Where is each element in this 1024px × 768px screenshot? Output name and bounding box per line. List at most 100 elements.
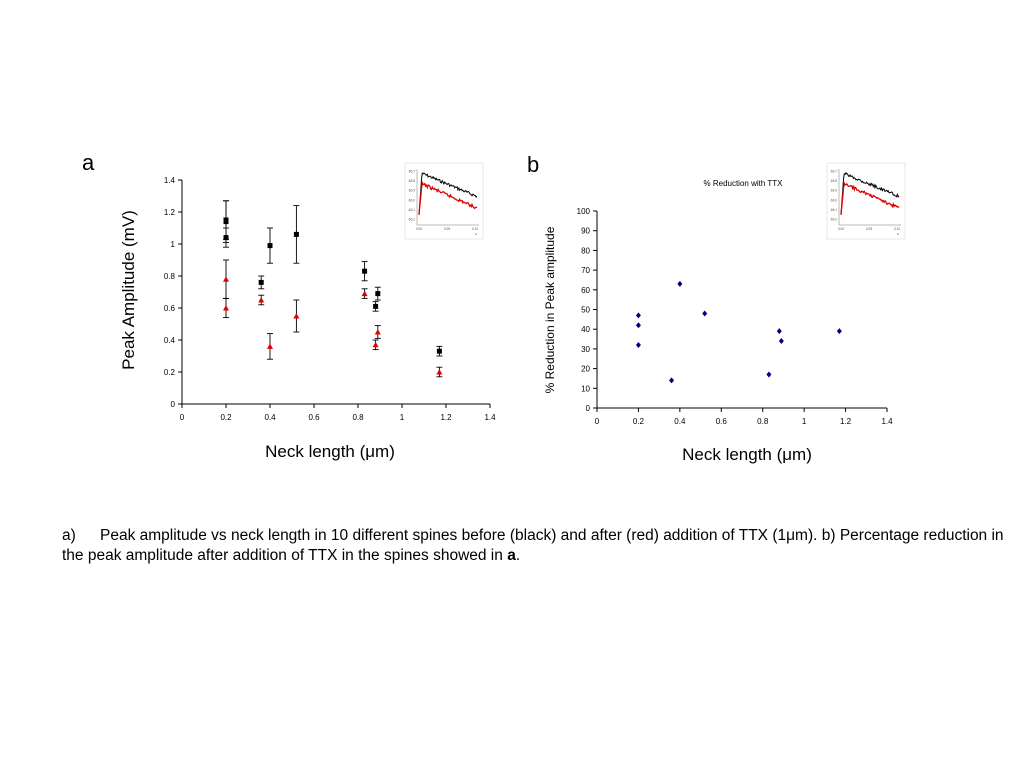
inset-x-label: s <box>897 232 899 236</box>
data-point-diamond <box>635 322 641 329</box>
x-axis-label: Neck length (μm) <box>682 445 812 464</box>
x-tick-label: 0.6 <box>716 417 728 426</box>
data-point-diamond <box>702 310 708 317</box>
x-tick-label: 0.4 <box>264 413 276 422</box>
x-tick-label: 0.6 <box>308 413 320 422</box>
inset-x-tick-label: 0.10 <box>894 227 900 231</box>
inset-y-tick-label: -66.1 <box>830 208 837 212</box>
y-tick-label: 70 <box>581 266 590 275</box>
y-tick-label: 1.2 <box>164 208 176 217</box>
x-tick-label: 0.2 <box>220 413 232 422</box>
data-point-triangle <box>258 297 265 303</box>
data-point-diamond <box>635 312 641 319</box>
x-tick-label: 1.2 <box>440 413 452 422</box>
y-tick-label: 0 <box>586 404 591 413</box>
data-point-triangle <box>436 369 443 375</box>
figure-caption: a) Peak amplitude vs neck length in 10 di… <box>62 526 1012 566</box>
inset-y-tick-label: -65.8 <box>830 179 837 183</box>
data-point-diamond <box>669 377 675 384</box>
data-point-square <box>293 231 299 237</box>
data-point-diamond <box>766 371 772 378</box>
inset-y-tick-label: -65.9 <box>408 189 415 193</box>
inset-frame <box>404 162 484 240</box>
inset-trace-line <box>840 171 900 216</box>
data-point-square <box>373 303 379 309</box>
inset-y-tick-label: -65.8 <box>408 179 415 183</box>
data-point-square <box>258 279 264 285</box>
data-point-square <box>375 291 381 297</box>
x-tick-label: 0.8 <box>352 413 364 422</box>
x-tick-label: 0.4 <box>674 417 686 426</box>
data-point-diamond <box>776 328 782 335</box>
y-tick-label: 0.2 <box>164 368 176 377</box>
y-tick-label: 80 <box>581 246 590 255</box>
plot-a: 0 0.2 0.4 0.6 0.8 1 1.2 1.4 0 0.2 0.4 0.6 0.8 1 1.2 1.4… <box>119 176 496 461</box>
data-point-diamond <box>836 328 842 335</box>
data-point-square <box>223 219 229 225</box>
inset-y-tick-label: -65.9 <box>830 189 837 193</box>
y-tick-label: 60 <box>581 286 590 295</box>
inset-frame <box>826 162 906 240</box>
inset-y-tick-label: -66.0 <box>408 198 415 202</box>
panel-label-b: b <box>527 152 540 177</box>
data-point-diamond <box>677 280 683 287</box>
y-tick-label: 0 <box>171 400 176 409</box>
data-point-triangle <box>223 276 229 282</box>
inset-trace-line <box>418 172 478 216</box>
y-tick-label: 30 <box>581 345 590 354</box>
y-tick-label: 40 <box>581 325 590 334</box>
plot-b: 0 0.2 0.4 0.6 0.8 1 1.2 1.4 0 10 20 30 40 50 60 70 80 90 1… <box>543 179 893 464</box>
x-tick-label: 0 <box>595 417 600 426</box>
inset-trace-line <box>418 180 478 216</box>
inset-x-tick-label: 0.10 <box>472 227 478 231</box>
x-tick-label: 1 <box>400 413 405 422</box>
panel-label-a: a <box>82 150 95 175</box>
x-tick-label: 1.2 <box>840 417 852 426</box>
caption-text-1: Peak amplitude vs neck length in 10 diff… <box>100 527 787 544</box>
data-point-triangle <box>372 341 379 348</box>
data-point-square <box>267 243 273 249</box>
x-tick-label: 1.4 <box>484 413 496 422</box>
inset-trace-b: -65.7 -65.8 -65.9 -66.0 -66.1 -66.2 0.00 0.05 0.… <box>826 162 906 240</box>
y-tick-label: 1.4 <box>164 176 176 185</box>
inset-x-tick-label: 0.05 <box>444 227 450 231</box>
y-tick-label: 50 <box>581 306 590 315</box>
data-point-diamond <box>635 341 641 348</box>
data-point-triangle <box>223 305 229 311</box>
y-tick-label: 20 <box>581 365 590 374</box>
inset-x-tick-label: 0.00 <box>416 227 422 231</box>
inset-x-tick-label: 0.05 <box>866 227 872 231</box>
data-point-square <box>362 268 368 274</box>
inset-y-tick-label: -66.2 <box>830 218 837 222</box>
x-tick-label: 0 <box>180 413 185 422</box>
data-point-triangle <box>361 290 368 297</box>
y-tick-label: 10 <box>581 384 590 393</box>
caption-end: . <box>515 547 521 564</box>
y-tick-label: 0.6 <box>164 304 176 313</box>
x-tick-label: 1 <box>802 417 807 426</box>
chart-title: % Reduction with TTX <box>704 179 784 188</box>
data-point-diamond <box>778 338 784 345</box>
y-tick-label: 1 <box>171 240 176 249</box>
data-point-triangle <box>374 329 381 335</box>
inset-y-tick-label: -66.2 <box>408 218 415 222</box>
caption-text-2: ). b) Percentage reduction in the peak a… <box>62 527 1004 564</box>
y-axis-label: % Reduction in Peak amplitude <box>543 226 557 393</box>
inset-x-label: s <box>475 232 477 236</box>
y-tick-label: 0.8 <box>164 272 176 281</box>
y-tick-label: 0.4 <box>164 336 176 345</box>
caption-label: a) <box>62 527 76 544</box>
data-point-square <box>223 235 229 241</box>
y-tick-label: 100 <box>577 207 591 216</box>
y-axis-label: Peak Amplitude (mV) <box>119 210 138 370</box>
inset-x-tick-label: 0.00 <box>838 227 844 231</box>
x-tick-label: 1.4 <box>881 417 893 426</box>
data-point-triangle <box>267 343 273 349</box>
x-tick-label: 0.2 <box>633 417 645 426</box>
x-axis-label: Neck length (μm) <box>265 442 395 461</box>
caption-unit: μm <box>786 527 808 544</box>
data-point-square <box>436 348 442 354</box>
chart-a-peak-amplitude: 0 0.2 0.4 0.6 0.8 1 1.2 1.4 0 0.2 0.4 0.6 0.8 1 1.2 1.4… <box>119 162 906 464</box>
data-point-triangle <box>293 313 300 319</box>
inset-trace-line <box>840 181 900 216</box>
